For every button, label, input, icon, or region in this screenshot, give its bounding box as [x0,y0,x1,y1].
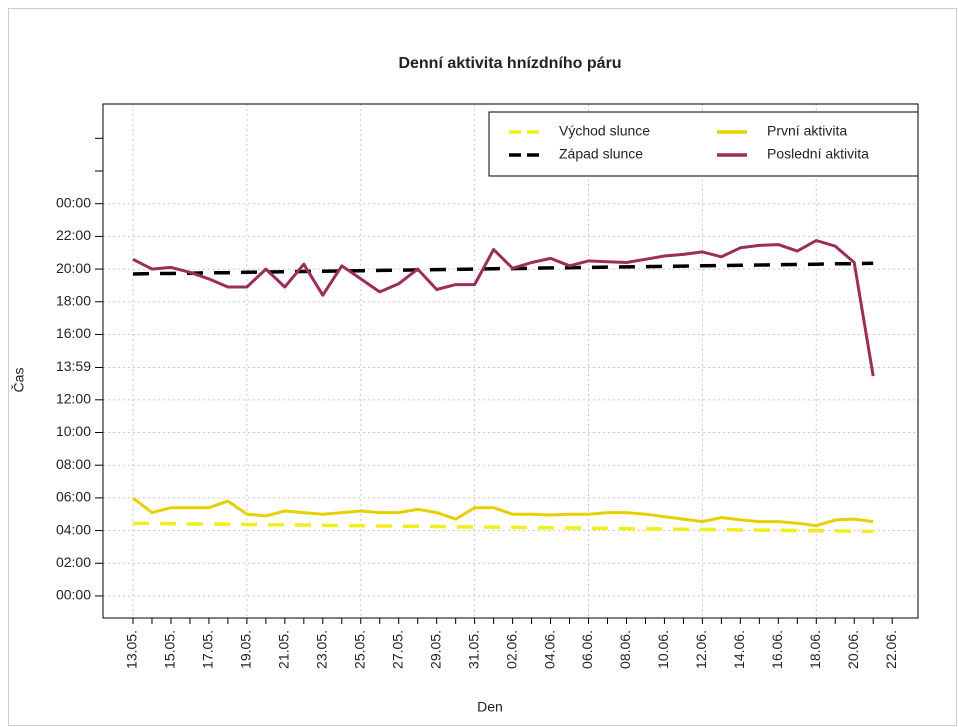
x-tick-label: 15.05. [162,630,178,669]
x-tick-label: 08.06. [617,630,633,669]
x-tick-label: 22.06. [883,630,899,669]
y-tick-label: 06:00 [56,489,91,505]
x-tick-label: 18.06. [807,630,823,669]
x-tick-label: 10.06. [655,630,671,669]
y-tick-label: 20:00 [56,260,91,276]
y-axis-label: Čas [11,368,27,393]
chart-title: Denní aktivita hnízdního páru [398,55,621,72]
x-tick-label: 06.06. [579,630,595,669]
y-tick-label: 00:00 [56,194,91,210]
x-tick-label: 14.06. [731,630,747,669]
x-tick-label: 21.05. [276,630,292,669]
y-tick-label: 08:00 [56,456,91,472]
x-axis-label: Den [477,699,503,715]
legend-label: Východ slunce [559,123,650,139]
x-tick-label: 16.06. [769,630,785,669]
y-tick-label: 10:00 [56,423,91,439]
y-tick-label: 22:00 [56,227,91,243]
y-tick-label: 18:00 [56,292,91,308]
series-line [132,521,874,534]
x-tick-label: 04.06. [541,630,557,669]
y-tick-label: 00:00 [56,587,91,603]
y-tick-label: 13:59 [56,358,91,374]
x-tick-label: 25.05. [351,630,367,669]
x-tick-label: 31.05. [465,630,481,669]
y-tick-label: 04:00 [56,521,91,537]
frame [8,8,957,726]
x-tick-label: 29.05. [427,630,443,669]
y-tick-label: 16:00 [56,325,91,341]
x-tick-label: 27.05. [389,630,405,669]
series-line [132,496,874,528]
series-line [132,261,874,276]
x-tick-label: 12.06. [693,630,709,669]
x-tick-label: 19.05. [238,630,254,669]
legend-label: Západ slunce [559,146,643,162]
y-tick-label: 12:00 [56,391,91,407]
x-tick-label: 02.06. [503,630,519,669]
series-line [132,239,875,377]
x-tick-label: 20.06. [845,630,861,669]
legend-label: Poslední aktivita [767,146,869,162]
legend-label: První aktivita [767,123,847,139]
x-tick-label: 23.05. [314,630,330,669]
y-tick-label: 02:00 [56,554,91,570]
x-tick-label: 17.05. [200,630,216,669]
plot-box [102,103,919,619]
legend [488,111,919,177]
x-tick-label: 13.05. [124,630,140,669]
